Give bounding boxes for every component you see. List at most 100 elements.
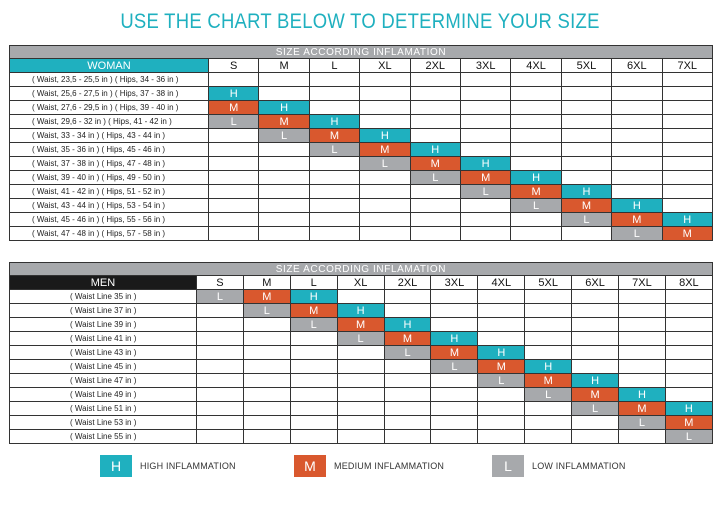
men-empty-cell bbox=[618, 317, 666, 332]
woman-empty-cell bbox=[611, 128, 663, 143]
woman-empty-cell bbox=[258, 212, 310, 227]
woman-empty-cell bbox=[510, 156, 562, 171]
woman-empty-cell bbox=[661, 156, 713, 171]
woman-measurement-label: ( Waist, 39 - 40 in ) ( Hips, 49 - 50 in… bbox=[9, 170, 209, 185]
woman-empty-cell bbox=[661, 100, 713, 115]
woman-measurement-label: ( Waist, 45 - 46 in ) ( Hips, 55 - 56 in… bbox=[9, 212, 209, 227]
woman-empty-cell bbox=[409, 86, 461, 101]
men-measurement-label: ( Waist Line 37 in ) bbox=[9, 303, 197, 318]
table-row: ( Waist, 39 - 40 in ) ( Hips, 49 - 50 in… bbox=[9, 170, 713, 185]
men-empty-cell bbox=[524, 331, 573, 346]
men-empty-cell bbox=[242, 373, 291, 388]
men-empty-cell bbox=[196, 331, 244, 346]
woman-empty-cell bbox=[359, 72, 411, 87]
woman-empty-cell bbox=[661, 72, 713, 87]
men-empty-cell bbox=[477, 429, 526, 444]
woman-empty-cell bbox=[308, 86, 361, 101]
men-inflammation-cell: M bbox=[571, 387, 620, 402]
men-empty-cell bbox=[477, 303, 526, 318]
woman-empty-cell bbox=[409, 100, 461, 115]
woman-empty-cell bbox=[308, 184, 361, 199]
men-inflammation-cell: L bbox=[477, 373, 526, 388]
men-empty-cell bbox=[477, 289, 526, 304]
men-empty-cell bbox=[618, 373, 666, 388]
woman-empty-cell bbox=[611, 86, 663, 101]
woman-size-header: 7XL bbox=[661, 58, 713, 73]
table-row: ( Waist Line 45 in ) L M H bbox=[9, 359, 713, 374]
men-empty-cell bbox=[664, 317, 713, 332]
woman-inflammation-cell: L bbox=[207, 114, 260, 129]
men-empty-cell bbox=[383, 401, 432, 416]
woman-empty-cell bbox=[661, 184, 713, 199]
men-empty-cell bbox=[477, 415, 526, 430]
woman-inflammation-cell: L bbox=[510, 198, 562, 213]
men-empty-cell bbox=[289, 373, 338, 388]
men-empty-cell bbox=[383, 387, 432, 402]
woman-empty-cell bbox=[258, 184, 310, 199]
woman-empty-cell bbox=[308, 226, 361, 241]
woman-empty-cell bbox=[459, 86, 512, 101]
woman-inflammation-cell: M bbox=[611, 212, 663, 227]
men-inflammation-cell: M bbox=[336, 317, 385, 332]
men-empty-cell bbox=[571, 415, 620, 430]
woman-empty-cell bbox=[661, 86, 713, 101]
men-measurement-label: ( Waist Line 41 in ) bbox=[9, 331, 197, 346]
table-row: ( Waist Line 53 in ) L M bbox=[9, 415, 713, 430]
men-empty-cell bbox=[336, 387, 385, 402]
woman-size-header: 3XL bbox=[459, 58, 512, 73]
woman-size-header: 4XL bbox=[510, 58, 562, 73]
woman-empty-cell bbox=[611, 72, 663, 87]
woman-empty-cell bbox=[359, 100, 411, 115]
men-inflammation-cell: L bbox=[664, 429, 713, 444]
men-empty-cell bbox=[524, 317, 573, 332]
men-inflammation-cell: L bbox=[242, 303, 291, 318]
woman-empty-cell bbox=[409, 114, 461, 129]
men-measurement-label: ( Waist Line 35 in ) bbox=[9, 289, 197, 304]
men-empty-cell bbox=[383, 429, 432, 444]
woman-inflammation-cell: L bbox=[560, 212, 613, 227]
woman-inflammation-cell: L bbox=[308, 142, 361, 157]
woman-inflammation-cell: L bbox=[459, 184, 512, 199]
woman-empty-cell bbox=[359, 170, 411, 185]
men-empty-cell bbox=[289, 429, 338, 444]
men-empty-cell bbox=[289, 415, 338, 430]
men-empty-cell bbox=[196, 303, 244, 318]
woman-empty-cell bbox=[207, 198, 260, 213]
men-inflammation-cell: L bbox=[618, 415, 666, 430]
men-size-header: 4XL bbox=[477, 275, 526, 290]
woman-inflammation-cell: H bbox=[611, 198, 663, 213]
table-row: ( Waist, 33 - 34 in ) ( Hips, 43 - 44 in… bbox=[9, 128, 713, 143]
men-empty-cell bbox=[430, 415, 479, 430]
men-empty-cell bbox=[289, 401, 338, 416]
woman-empty-cell bbox=[207, 128, 260, 143]
men-inflammation-cell: L bbox=[196, 289, 244, 304]
woman-empty-cell bbox=[258, 142, 310, 157]
men-empty-cell bbox=[477, 331, 526, 346]
men-empty-cell bbox=[336, 359, 385, 374]
woman-empty-cell bbox=[510, 114, 562, 129]
woman-empty-cell bbox=[359, 86, 411, 101]
legend-medium: M MEDIUM INFLAMMATION bbox=[294, 455, 444, 477]
men-inflammation-cell: H bbox=[430, 331, 479, 346]
woman-empty-cell bbox=[611, 156, 663, 171]
men-empty-cell bbox=[524, 345, 573, 360]
woman-inflammation-cell: H bbox=[510, 170, 562, 185]
men-inflammation-cell: M bbox=[430, 345, 479, 360]
woman-empty-cell bbox=[560, 142, 613, 157]
woman-inflammation-cell: H bbox=[459, 156, 512, 171]
table-row: ( Waist, 43 - 44 in ) ( Hips, 53 - 54 in… bbox=[9, 198, 713, 213]
woman-empty-cell bbox=[459, 212, 512, 227]
men-size-header: 3XL bbox=[430, 275, 479, 290]
men-empty-cell bbox=[618, 359, 666, 374]
men-inflammation-cell: H bbox=[477, 345, 526, 360]
woman-label: WOMAN bbox=[9, 58, 209, 73]
men-empty-cell bbox=[289, 345, 338, 360]
woman-empty-cell bbox=[611, 100, 663, 115]
woman-empty-cell bbox=[459, 72, 512, 87]
men-empty-cell bbox=[383, 289, 432, 304]
men-size-header: 2XL bbox=[383, 275, 432, 290]
woman-measurement-label: ( Waist, 35 - 36 in ) ( Hips, 45 - 46 in… bbox=[9, 142, 209, 157]
men-inflammation-cell: L bbox=[336, 331, 385, 346]
woman-empty-cell bbox=[359, 114, 411, 129]
table-row: ( Waist Line 51 in ) L M H bbox=[9, 401, 713, 416]
